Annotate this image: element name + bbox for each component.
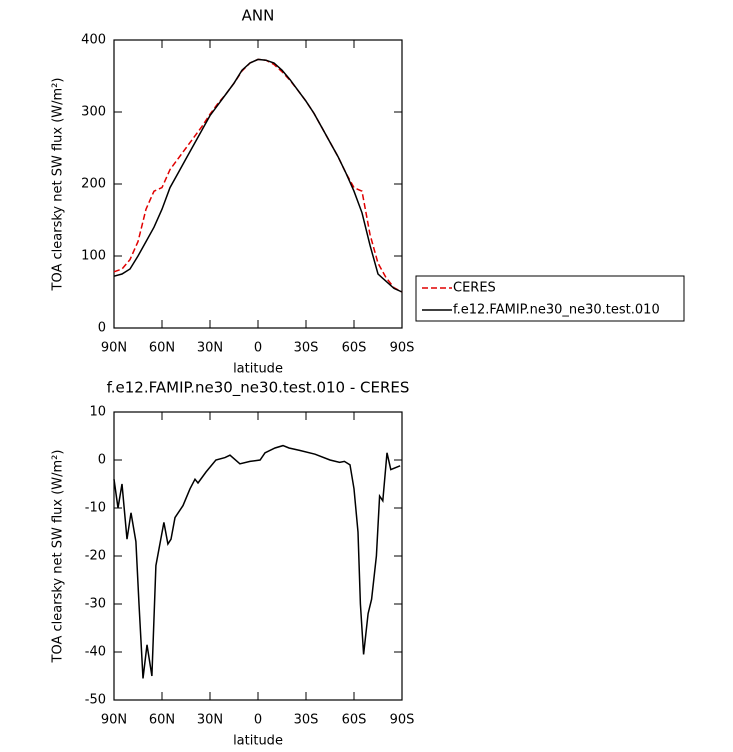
x-tick-label: 60S	[342, 341, 367, 356]
data-line	[113, 444, 401, 679]
x-tick-label: 0	[254, 341, 262, 356]
x-tick-label: 90S	[390, 713, 415, 728]
y-tick-label: 0	[98, 453, 106, 468]
chart-title: ANN	[242, 7, 275, 25]
data-line	[113, 58, 403, 293]
y-tick-label: 100	[81, 249, 106, 264]
plot-frame	[113, 39, 403, 329]
x-tick-label: 90S	[390, 341, 415, 356]
y-tick-label: 400	[81, 33, 106, 48]
x-tick-label: 60S	[342, 713, 367, 728]
x-tick-label: 60N	[149, 341, 175, 356]
data-line	[113, 58, 403, 293]
y-tick-label: 0	[98, 321, 106, 336]
x-tick-label: 30N	[197, 713, 223, 728]
x-tick-label: 60N	[149, 713, 175, 728]
y-tick-label: 200	[81, 177, 106, 192]
x-tick-label: 30S	[294, 713, 319, 728]
x-tick-label: 90N	[101, 341, 127, 356]
y-tick-label: -20	[85, 549, 106, 564]
y-axis-label: TOA clearsky net SW flux (W/m²)	[51, 78, 66, 292]
y-tick-label: -40	[85, 645, 106, 660]
x-tick-label: 0	[254, 713, 262, 728]
y-tick-label: -10	[85, 501, 106, 516]
y-axis-label: TOA clearsky net SW flux (W/m²)	[51, 450, 66, 664]
y-tick-label: -30	[85, 597, 106, 612]
y-tick-label: 10	[89, 405, 106, 420]
y-tick-label: 300	[81, 105, 106, 120]
x-tick-label: 30S	[294, 341, 319, 356]
x-axis-label: latitude	[233, 362, 283, 377]
chart-title: f.e12.FAMIP.ne30_ne30.test.010 - CERES	[107, 379, 410, 398]
legend-label: f.e12.FAMIP.ne30_ne30.test.010	[453, 303, 660, 318]
x-tick-label: 90N	[101, 713, 127, 728]
y-tick-label: -50	[85, 693, 106, 708]
x-tick-label: 30N	[197, 341, 223, 356]
legend-label: CERES	[453, 281, 496, 296]
legend-box	[415, 275, 685, 322]
x-axis-label: latitude	[233, 734, 283, 749]
